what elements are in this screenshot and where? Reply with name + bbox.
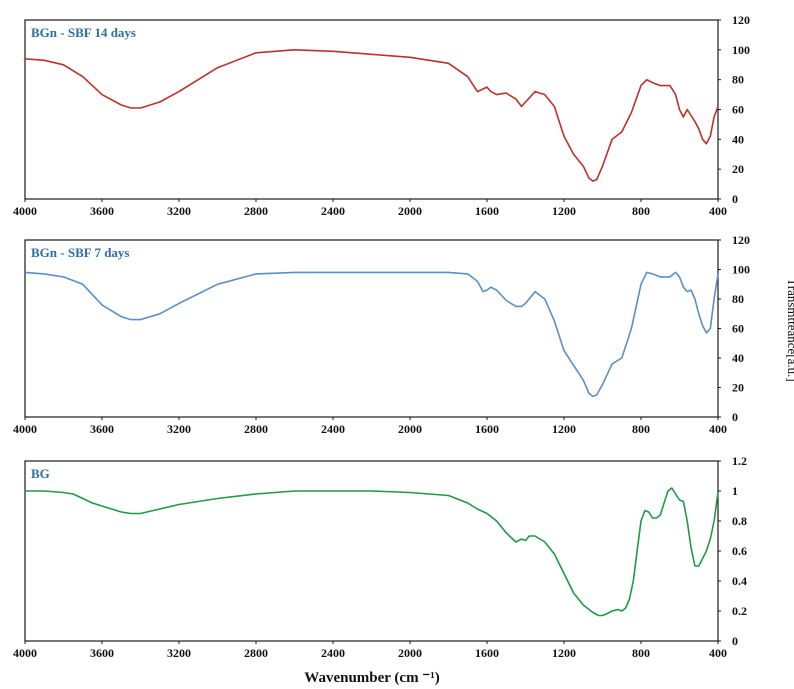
spectrum-line [24,271,719,398]
x-tick-label: 2400 [321,422,345,436]
y-tick-label: 0 [732,410,738,424]
x-tick-label: 3600 [90,646,114,660]
x-tick-label: 4000 [13,204,37,218]
y-tick-label: 0.2 [732,604,747,618]
x-tick-label: 400 [709,646,727,660]
spectrum-line [24,49,719,182]
x-tick-label: 4000 [13,646,37,660]
x-tick-label: 800 [632,422,650,436]
x-tick-label: 1200 [552,422,576,436]
x-tick-label: 4000 [13,422,37,436]
x-tick-label: 800 [632,204,650,218]
y-tick-label: 60 [732,103,744,117]
y-tick-label: 120 [732,13,750,27]
spectrum-line [25,487,719,617]
y-tick-label: 20 [732,381,744,395]
y-tick-label: 40 [732,132,744,146]
x-tick-label: 3200 [167,422,191,436]
x-tick-label: 2400 [321,204,345,218]
x-tick-label: 3600 [90,422,114,436]
plot-frame [24,239,719,418]
x-tick-label: 400 [709,204,727,218]
x-tick-label: 400 [709,422,727,436]
x-tick-label: 1600 [475,422,499,436]
y-tick-label: 0.6 [732,544,747,558]
x-tick-label: 3600 [90,204,114,218]
x-tick-label: 2000 [398,422,422,436]
x-axis-label: Wavenumber (cm ⁻¹) [304,670,439,686]
panel-bgn-sbf-7-days: 4000 3600 3200 2800 2400 2000 1600 1200 800 40002… [13,233,750,436]
x-tick-label: 1200 [552,646,576,660]
panel-title: BGn - SBF 7 days [31,245,130,260]
x-tick-label: 2000 [398,646,422,660]
x-tick-label: 2000 [398,204,422,218]
x-tick-label: 3200 [167,204,191,218]
y-tick-label: 80 [732,292,744,306]
y-tick-label: 1 [732,484,738,498]
x-tick-label: 2400 [321,646,345,660]
y-tick-label: 0.4 [732,574,747,588]
y-tick-label: 100 [732,263,750,277]
panel-title: BGn - SBF 14 days [31,25,136,40]
x-tick-label: 1200 [552,204,576,218]
y-tick-label: 60 [732,322,744,336]
x-tick-label: 1600 [475,646,499,660]
x-tick-label: 2800 [244,204,268,218]
y-tick-label: 80 [732,73,744,87]
y-tick-label: 0.8 [732,514,747,528]
y-tick-label: 120 [732,233,750,247]
x-tick-label: 2800 [244,646,268,660]
x-tick-label: 800 [632,646,650,660]
panel-title: BG [31,466,50,481]
x-tick-label: 2800 [244,422,268,436]
plot-frame [24,19,719,200]
plot-frame [24,460,719,642]
y-tick-label: 1.2 [732,454,747,468]
y-tick-label: 20 [732,162,744,176]
panel-bgn-sbf-14-days: 4000 3600 3200 2800 2400 2000 1600 1200 800 40002… [13,13,750,218]
y-tick-label: 40 [732,351,744,365]
y-axis-label: Transmtteance[a.u.] [785,278,794,382]
y-tick-label: 0 [732,634,738,648]
y-tick-label: 0 [732,192,738,206]
x-tick-label: 3200 [167,646,191,660]
panel-bg: 4000 3600 3200 2800 2400 2000 1600 1200 800 40000… [13,454,747,660]
y-tick-label: 100 [732,43,750,57]
x-tick-label: 1600 [475,204,499,218]
